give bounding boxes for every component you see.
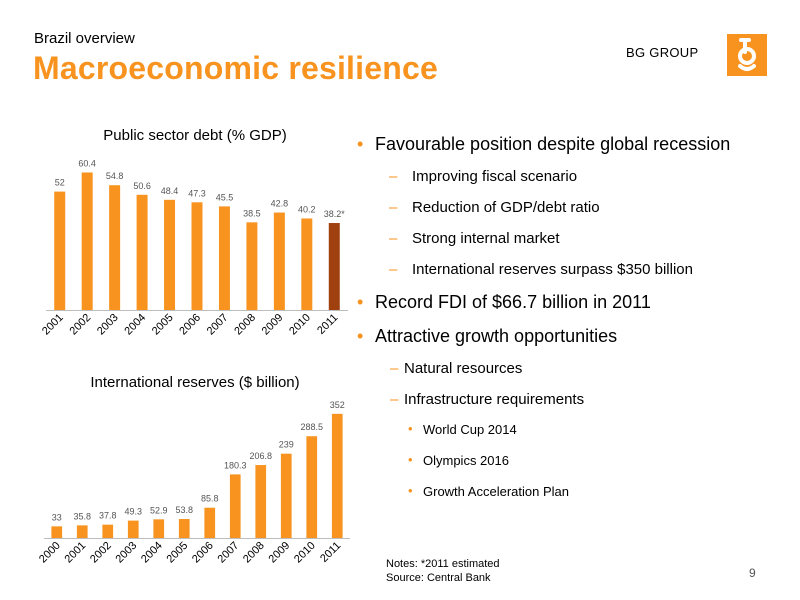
notes-text: Notes: *2011 estimated: [386, 558, 500, 570]
bar-2004: [153, 519, 165, 538]
value-label: 37.8: [99, 511, 117, 521]
value-label: 239: [279, 440, 294, 450]
dash-icon: –: [389, 230, 398, 247]
sub-sub-bullet-olympics: • Olympics 2016: [408, 452, 509, 468]
value-label: 48.4: [161, 186, 179, 196]
tick-label: 2002: [88, 540, 114, 566]
bar-2008: [246, 222, 258, 310]
bar-2011: [331, 413, 343, 538]
bar-2009: [273, 212, 285, 310]
tick-label: 2010: [292, 540, 318, 566]
tick-label: 2000: [37, 540, 63, 566]
value-label: 45.5: [216, 192, 234, 202]
bar-2009: [280, 453, 292, 538]
dash-icon: –: [389, 168, 398, 185]
bar-2004: [136, 194, 148, 310]
bullet-dot-icon: •: [408, 421, 413, 436]
value-label: 50.6: [133, 181, 151, 191]
tick-label: 2006: [190, 540, 216, 566]
bullet-list: • Favourable position despite global rece…: [357, 134, 797, 515]
value-label: 35.8: [73, 511, 91, 521]
value-label: 52: [55, 178, 65, 188]
bar-2001: [76, 525, 88, 538]
bar-2007: [218, 206, 230, 310]
value-label: 42.8: [271, 199, 289, 209]
value-label: 38.5: [243, 208, 261, 218]
bar-2010: [306, 436, 318, 538]
value-label: 49.3: [124, 507, 142, 517]
bar-2008: [255, 465, 267, 538]
debt-chart-title: Public sector debt (% GDP): [103, 127, 287, 144]
value-label: 206.8: [249, 451, 272, 461]
value-label: 52.9: [150, 505, 168, 515]
sub-bullet-infrastructure: – Infrastructure requirements: [390, 391, 585, 408]
bullet-dot-icon: •: [357, 292, 364, 312]
bullet-fdi: • Record FDI of $66.7 billion in 2011: [357, 292, 651, 312]
bar-2007: [229, 474, 241, 538]
bar-2011: [328, 223, 340, 310]
bar-2006: [204, 507, 216, 538]
sub-bullet-natural-resources: – Natural resources: [390, 360, 523, 377]
sub-bullet-fiscal: – Improving fiscal scenario: [389, 168, 578, 185]
value-label: 47.3: [188, 188, 206, 198]
logo-mark: [727, 34, 767, 76]
dash-icon: –: [389, 261, 398, 278]
bullet-favourable-position: • Favourable position despite global rece…: [357, 134, 731, 154]
value-label: 180.3: [224, 460, 247, 470]
tick-label: 2007: [216, 540, 242, 566]
source-text: Source: Central Bank: [386, 572, 491, 584]
tick-label: 2005: [165, 540, 191, 566]
bullet-growth: • Attractive growth opportunities: [357, 326, 618, 346]
reserves-chart: 33 2000 35.8 2001 37.8 2002 49.3 2003 52.9 2004 53…: [37, 400, 350, 566]
bar-2010: [301, 218, 313, 310]
dash-icon: –: [390, 360, 399, 377]
sub-bullet-reserves: – International reserves surpass $350 bil…: [389, 261, 693, 278]
bullet-dot-icon: •: [357, 134, 364, 154]
bg-logo-icon: [738, 38, 756, 71]
value-label: 38.2*: [324, 209, 346, 219]
bar-2005: [178, 519, 190, 538]
tick-label: 2008: [241, 540, 267, 566]
footer-notes: Notes: *2011 estimated Source: Central B…: [386, 557, 500, 585]
slide-subtitle: Brazil overview: [34, 30, 135, 47]
value-label: 40.2: [298, 204, 316, 214]
bullet-dot-icon: •: [357, 326, 364, 346]
value-label: 85.8: [201, 494, 219, 504]
sub-sub-bullet-growth-plan: • Growth Acceleration Plan: [408, 483, 569, 499]
value-label: 288.5: [300, 422, 323, 432]
debt-chart: 52200160.4200254.8200350.6200448.4200547…: [40, 158, 348, 337]
bullet-dot-icon: •: [408, 452, 413, 467]
value-label: 53.8: [175, 505, 193, 515]
slide-title: Macroeconomic resilience: [33, 50, 438, 86]
value-label: 60.4: [78, 158, 96, 168]
bullet-dot-icon: •: [408, 483, 413, 498]
tick-label: 2004: [139, 540, 165, 566]
tick-label: 2003: [114, 540, 140, 566]
sub-bullet-internal-market: – Strong internal market: [389, 230, 560, 247]
bar-2005: [164, 199, 176, 310]
value-label: 33: [52, 512, 62, 522]
bar-2002: [102, 524, 114, 538]
bar-2003: [109, 185, 121, 310]
logo-text: BG GROUP: [626, 45, 699, 60]
tick-label: 2011: [318, 540, 343, 565]
dash-icon: –: [389, 199, 398, 216]
tick-label: 2001: [63, 540, 89, 566]
bar-2001: [54, 191, 66, 310]
page-number: 9: [749, 566, 756, 580]
bar-2002: [81, 172, 93, 310]
sub-sub-bullet-world-cup: • World Cup 2014: [408, 421, 517, 437]
bar-2000: [51, 526, 63, 538]
reserves-chart-title: International reserves ($ billion): [90, 374, 300, 391]
dash-icon: –: [390, 391, 399, 408]
tick-label: 2009: [267, 540, 293, 566]
bar-2006: [191, 202, 203, 310]
bar-2003: [127, 520, 139, 538]
value-label: 352: [330, 400, 345, 410]
sub-bullet-gdp-debt: – Reduction of GDP/debt ratio: [389, 199, 600, 216]
value-label: 54.8: [106, 171, 124, 181]
